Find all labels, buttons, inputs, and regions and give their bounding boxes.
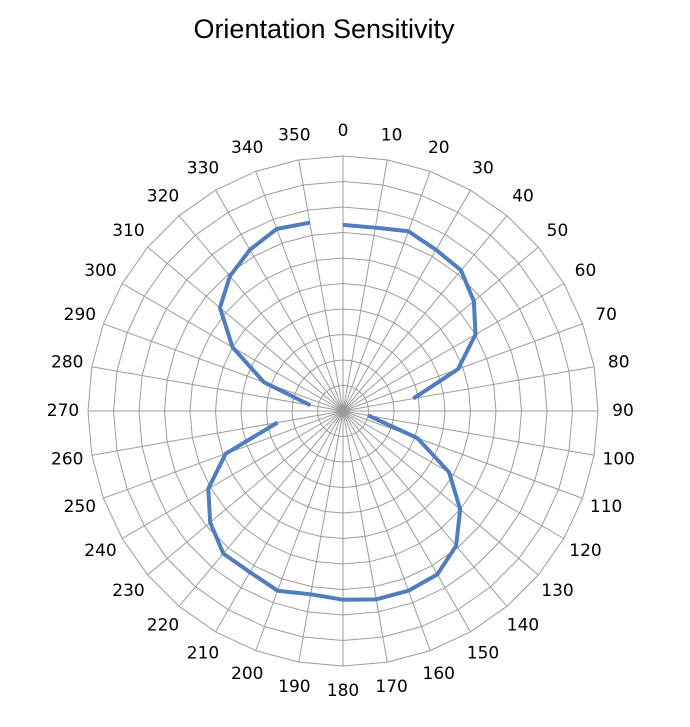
angle-tick-label: 130 bbox=[541, 581, 573, 601]
angle-tick-label: 340 bbox=[231, 138, 263, 158]
angle-tick-label: 300 bbox=[84, 261, 116, 281]
angle-tick-label: 310 bbox=[112, 221, 144, 241]
angle-tick-label: 110 bbox=[590, 497, 622, 517]
grid-spoke bbox=[342, 410, 431, 651]
grid-spoke bbox=[342, 159, 388, 412]
angle-tick-label: 20 bbox=[428, 138, 450, 158]
angle-tick-label: 200 bbox=[231, 664, 263, 684]
grid-spoke bbox=[215, 410, 344, 633]
grid-spoke bbox=[103, 323, 344, 412]
grid-spoke bbox=[147, 246, 344, 412]
grid-spoke bbox=[342, 410, 539, 576]
angle-tick-label: 250 bbox=[64, 497, 96, 517]
grid-spoke bbox=[91, 366, 344, 412]
angle-tick-label: 100 bbox=[603, 450, 635, 470]
grid-spoke bbox=[342, 366, 595, 412]
angle-tick-label: 180 bbox=[327, 681, 359, 701]
angle-tick-label: 120 bbox=[569, 541, 601, 561]
series-line bbox=[217, 220, 312, 408]
angle-tick-label: 90 bbox=[612, 401, 634, 421]
series-layer bbox=[206, 220, 478, 602]
grid-spoke bbox=[342, 171, 431, 412]
angle-tick-label: 240 bbox=[84, 541, 116, 561]
angle-tick-label: 80 bbox=[608, 352, 630, 372]
grid-spoke bbox=[342, 283, 565, 412]
angle-tick-label: 160 bbox=[423, 664, 455, 684]
angle-tick-label: 140 bbox=[507, 615, 539, 635]
angle-tick-label: 320 bbox=[147, 187, 179, 207]
angle-tick-label: 270 bbox=[47, 401, 79, 421]
angle-tick-label: 30 bbox=[472, 159, 494, 179]
grid-spoke bbox=[342, 410, 388, 663]
grid-spoke bbox=[255, 410, 344, 651]
angle-tick-label: 40 bbox=[512, 187, 534, 207]
angle-tick-label: 10 bbox=[381, 125, 403, 145]
grid-spoke bbox=[178, 215, 344, 412]
chart-title: Orientation Sensitivity bbox=[193, 14, 455, 44]
grid-spoke bbox=[342, 215, 508, 412]
angle-tick-label: 260 bbox=[51, 450, 83, 470]
angle-tick-label: 220 bbox=[147, 615, 179, 635]
grid-spoke bbox=[298, 410, 344, 663]
grid-spoke bbox=[342, 410, 471, 633]
angle-tick-label: 70 bbox=[595, 305, 617, 325]
angle-tick-label: 170 bbox=[375, 677, 407, 697]
angle-tick-label: 330 bbox=[187, 159, 219, 179]
grid-spoke bbox=[342, 410, 565, 539]
grid-spoke bbox=[342, 246, 539, 412]
grid-spoke bbox=[91, 410, 344, 456]
grid-spoke bbox=[178, 410, 344, 607]
grid-spoke bbox=[215, 189, 344, 412]
grid-spoke bbox=[298, 159, 344, 412]
angle-tick-label: 60 bbox=[575, 261, 597, 281]
grid-spoke bbox=[342, 410, 508, 607]
grid-spoke bbox=[342, 189, 471, 412]
series-line bbox=[206, 413, 463, 602]
grid-spoke bbox=[147, 410, 344, 576]
grid-spoke bbox=[255, 171, 344, 412]
angle-tick-label: 190 bbox=[278, 677, 310, 697]
grid-spoke bbox=[121, 410, 344, 539]
grid-spokes bbox=[88, 156, 598, 666]
grid-spoke bbox=[342, 323, 583, 412]
angle-tick-label: 350 bbox=[278, 125, 310, 145]
series-line bbox=[342, 222, 478, 401]
angle-tick-label: 290 bbox=[64, 305, 96, 325]
grid-spoke bbox=[342, 410, 583, 499]
angle-tick-label: 50 bbox=[547, 221, 569, 241]
grid-spoke bbox=[342, 410, 595, 456]
angle-tick-label: 150 bbox=[467, 643, 499, 663]
angle-tick-label: 280 bbox=[51, 352, 83, 372]
angle-tick-label: 230 bbox=[112, 581, 144, 601]
angle-tick-label: 0 bbox=[338, 121, 349, 141]
angle-tick-label: 210 bbox=[187, 643, 219, 663]
